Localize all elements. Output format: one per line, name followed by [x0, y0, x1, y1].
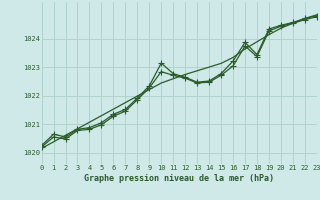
X-axis label: Graphe pression niveau de la mer (hPa): Graphe pression niveau de la mer (hPa) — [84, 174, 274, 183]
